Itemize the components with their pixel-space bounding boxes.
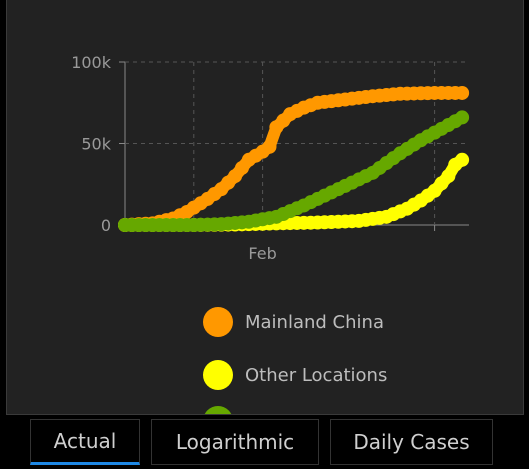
x-tick-label: Feb (248, 244, 276, 263)
tab-actual[interactable]: Actual (30, 419, 140, 465)
legend-dot-mainland-china (203, 307, 233, 337)
legend-item-third-series[interactable] (203, 404, 245, 414)
series-point-0 (455, 85, 470, 100)
series-point-0 (262, 139, 277, 154)
legend-item-mainland-china[interactable]: Mainland China (203, 305, 384, 339)
tab-logarithmic-label: Logarithmic (175, 430, 295, 454)
cases-line-chart: 100k 50k 0 Feb (71, 53, 470, 263)
tab-daily-cases[interactable]: Daily Cases (330, 419, 493, 465)
tab-actual-label: Actual (53, 429, 117, 453)
legend-dot-other-locations (203, 360, 233, 390)
y-tick-label: 50k (81, 135, 111, 154)
series-point-1 (441, 169, 456, 184)
y-tick-label: 0 (101, 216, 111, 235)
chart-tab-bar: Actual Logarithmic Daily Cases (0, 415, 529, 469)
legend-label-other-locations: Other Locations (245, 364, 388, 386)
series-point-2 (455, 110, 470, 125)
tab-logarithmic[interactable]: Logarithmic (151, 419, 319, 465)
legend-dot-third-series (203, 406, 233, 414)
chart-panel: 100k 50k 0 Feb Mainland China Other Locatio… (6, 0, 524, 415)
legend-item-other-locations[interactable]: Other Locations (203, 358, 387, 392)
series-point-1 (455, 152, 470, 167)
legend-label-mainland-china: Mainland China (245, 311, 384, 333)
tab-daily-cases-label: Daily Cases (353, 430, 470, 454)
y-tick-label: 100k (71, 53, 112, 72)
